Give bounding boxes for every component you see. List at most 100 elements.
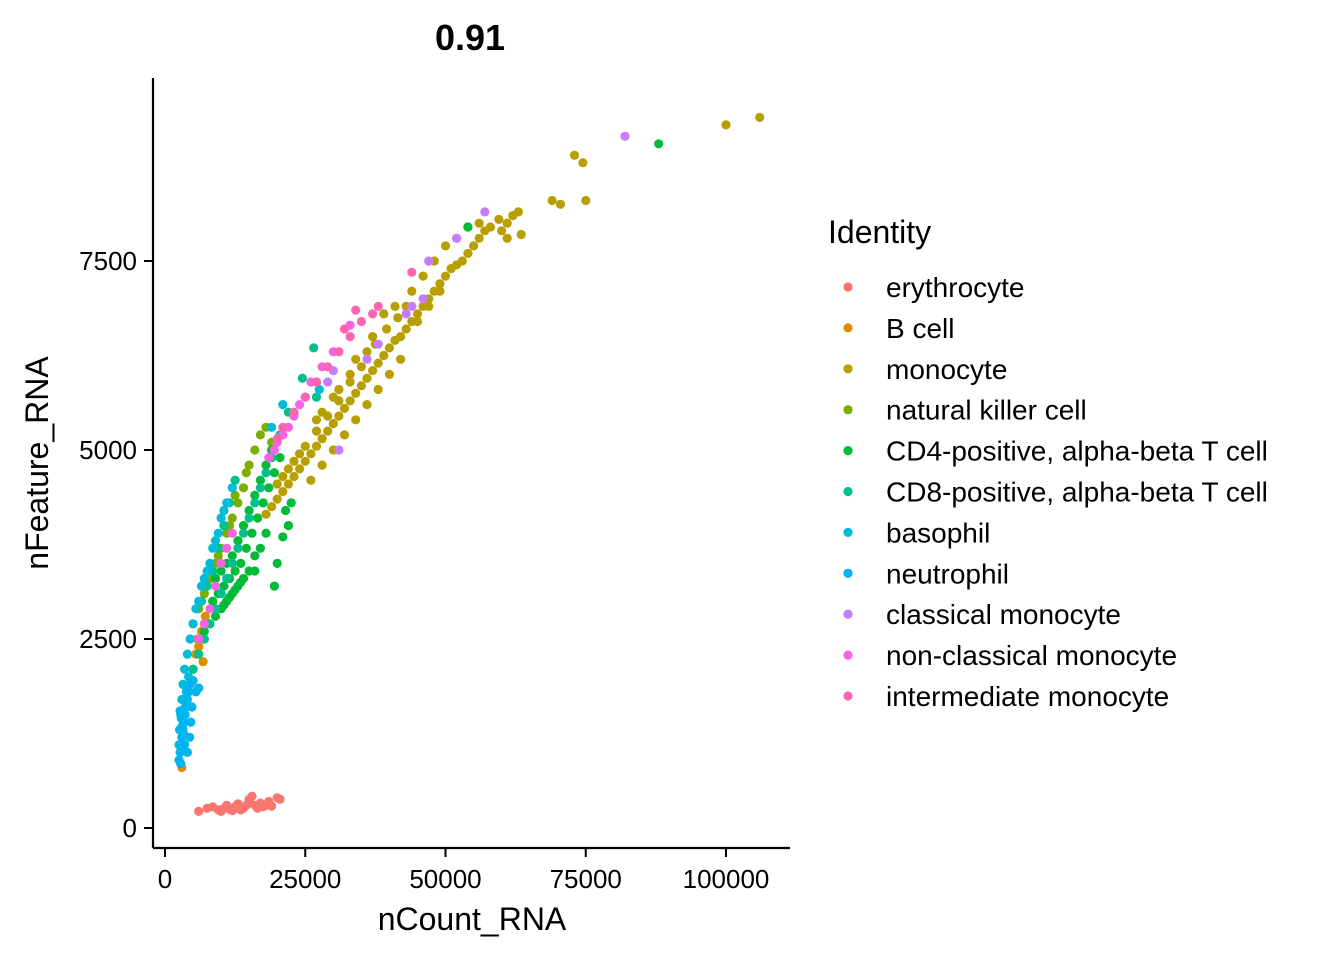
data-point xyxy=(278,400,288,410)
x-tick-label: 25000 xyxy=(269,864,341,894)
data-point xyxy=(186,717,196,727)
data-point xyxy=(269,445,279,455)
data-point xyxy=(250,498,260,508)
legend-title: Identity xyxy=(828,214,931,250)
data-point xyxy=(196,581,207,591)
data-point xyxy=(194,649,204,659)
data-point xyxy=(463,248,473,258)
legend-label: neutrophil xyxy=(886,558,1009,589)
data-point xyxy=(516,229,526,240)
data-point xyxy=(202,566,212,576)
data-point xyxy=(236,805,246,815)
data-point xyxy=(272,494,282,504)
legend-label: CD4-positive, alpha-beta T cell xyxy=(886,436,1268,467)
legend-entry: classical monocyte xyxy=(843,599,1121,630)
data-point xyxy=(188,619,198,629)
y-axis: 0 2500 5000 7500 xyxy=(79,78,155,848)
data-point xyxy=(480,207,490,217)
data-point xyxy=(334,347,344,357)
data-point xyxy=(250,566,260,576)
data-point xyxy=(407,301,417,311)
data-point xyxy=(339,403,350,413)
data-point xyxy=(216,558,226,569)
legend-label: intermediate monocyte xyxy=(886,681,1169,712)
data-point xyxy=(238,483,249,493)
data-point xyxy=(407,286,417,296)
data-point xyxy=(384,343,394,353)
data-point xyxy=(547,195,557,206)
legend-label: B cell xyxy=(886,313,954,344)
data-point xyxy=(306,475,316,485)
data-point xyxy=(721,120,731,130)
data-point xyxy=(182,747,192,758)
data-point xyxy=(194,683,204,693)
legend-entry: neutrophil xyxy=(843,558,1009,589)
data-point xyxy=(418,294,428,304)
data-point xyxy=(253,513,263,523)
legend-label: basophil xyxy=(886,517,990,548)
series-erythrocyte xyxy=(194,791,285,817)
data-point xyxy=(311,392,322,402)
data-point xyxy=(178,679,188,690)
data-point xyxy=(351,354,361,364)
data-point xyxy=(233,498,243,508)
data-point xyxy=(175,747,185,758)
data-point xyxy=(390,335,400,345)
legend-entry: natural killer cell xyxy=(843,395,1087,426)
data-point xyxy=(255,475,265,485)
legend-marker xyxy=(843,323,853,333)
x-axis: 0 25000 50000 75000 100000 xyxy=(153,846,790,894)
data-point xyxy=(300,456,310,466)
data-point xyxy=(311,426,322,436)
y-tick-label: 0 xyxy=(123,813,137,843)
data-point xyxy=(278,422,288,432)
data-point xyxy=(247,791,257,801)
data-point xyxy=(233,543,243,553)
data-point xyxy=(210,581,221,591)
data-point xyxy=(184,687,194,697)
data-point xyxy=(469,241,479,251)
legend-entry: B cell xyxy=(843,313,954,344)
data-point xyxy=(208,543,218,553)
data-point xyxy=(502,233,512,243)
data-point xyxy=(205,604,215,614)
data-point xyxy=(368,309,378,319)
data-point xyxy=(250,551,260,561)
data-point xyxy=(334,445,344,455)
y-tick-label: 5000 xyxy=(79,435,137,465)
data-point xyxy=(289,456,299,466)
data-point xyxy=(176,759,186,769)
data-point xyxy=(185,634,195,644)
data-point xyxy=(219,505,229,516)
data-point xyxy=(401,309,411,319)
data-point xyxy=(311,441,322,451)
data-point xyxy=(244,513,254,523)
data-point xyxy=(175,706,185,716)
data-point xyxy=(177,721,187,731)
data-point xyxy=(187,702,197,712)
data-point xyxy=(474,233,484,243)
data-point xyxy=(264,483,274,493)
data-point xyxy=(255,483,265,493)
data-point xyxy=(373,339,383,349)
x-tick-label: 75000 xyxy=(550,864,622,894)
data-point xyxy=(258,498,268,508)
data-point xyxy=(351,305,361,315)
data-point xyxy=(216,806,226,817)
data-point xyxy=(345,377,355,387)
data-point xyxy=(194,642,204,652)
data-point xyxy=(224,592,235,603)
data-point xyxy=(311,377,322,387)
series-cd4-positive-alpha-beta-t-cell xyxy=(199,139,664,637)
data-point xyxy=(407,267,417,277)
data-point xyxy=(339,430,350,440)
data-point xyxy=(250,445,260,455)
data-point xyxy=(323,377,333,387)
legend-marker xyxy=(843,650,853,660)
data-point xyxy=(200,611,210,621)
legend-marker xyxy=(843,527,853,538)
data-point xyxy=(356,381,366,391)
data-point xyxy=(182,694,192,705)
data-point xyxy=(297,373,307,383)
